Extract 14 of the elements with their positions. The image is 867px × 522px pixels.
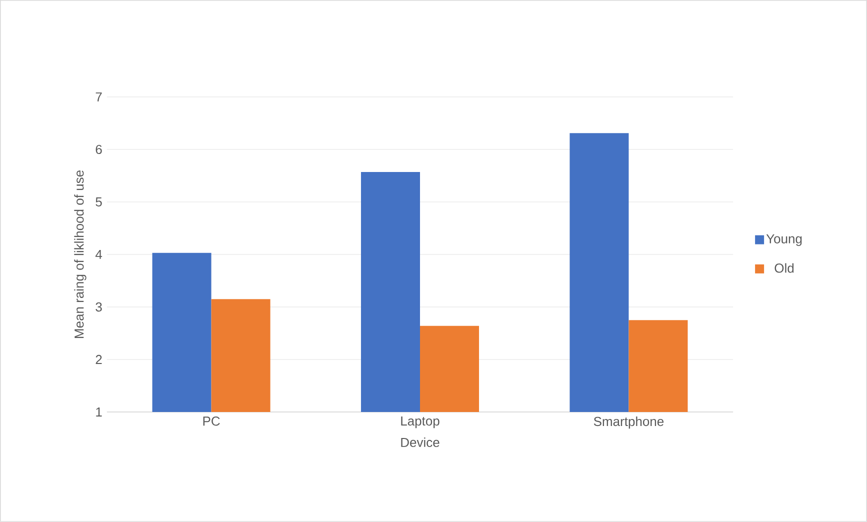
y-tick-label: 3	[96, 302, 102, 312]
y-tick-label: 6	[96, 144, 102, 154]
x-tick-label: Laptop	[401, 416, 440, 428]
y-tick-label: 2	[96, 354, 102, 364]
x-tick-label: Smartphone	[594, 416, 664, 429]
x-tick-label: PC	[203, 416, 220, 426]
x-axis-title: Device	[401, 438, 440, 448]
legend-label: Old	[774, 263, 794, 273]
y-axis-title: Mean raing of liklihood of use	[74, 170, 86, 338]
y-tick-label: 5	[96, 197, 102, 207]
y-tick-label: 7	[96, 92, 102, 102]
legend-label: Young	[766, 234, 802, 246]
y-tick-label: 1	[96, 408, 102, 416]
y-tick-label: 4	[95, 250, 102, 259]
